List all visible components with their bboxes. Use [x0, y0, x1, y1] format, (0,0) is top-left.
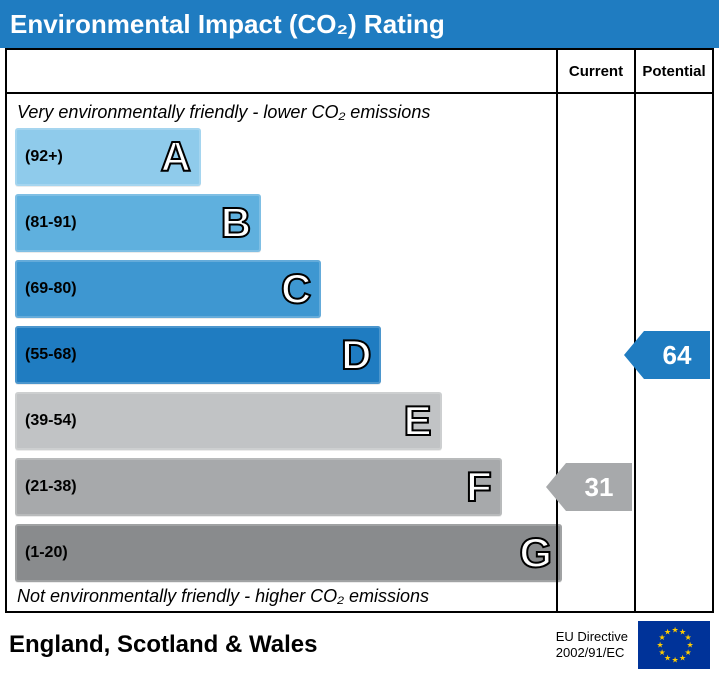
bands-area: Very environmentally friendly - lower CO… [7, 94, 554, 611]
band-c: (69-80) C [15, 260, 321, 318]
band-b: (81-91) B [15, 194, 261, 252]
band-letter-g: G [519, 529, 552, 577]
bands-container: (92+) A (81-91) B (69-80) C (55-68) D (39-54) E (2… [7, 128, 554, 577]
band-a: (92+) A [15, 128, 201, 186]
band-letter-f: F [466, 463, 492, 511]
eu-star-icon: ★ [684, 635, 689, 640]
chart-frame: Current Potential Very environmentally f… [5, 48, 714, 613]
eu-star-icon: ★ [672, 658, 677, 663]
band-row-f: (21-38) F [15, 458, 502, 516]
header-spacer [7, 50, 556, 92]
band-row-g: (1-20) G [15, 524, 562, 582]
eu-star-icon: ★ [659, 635, 664, 640]
band-letter-c: C [281, 265, 311, 313]
column-header-current: Current [556, 50, 634, 92]
eu-star-icon: ★ [672, 628, 677, 633]
current-value-column: 31 [556, 94, 634, 611]
current-rating-marker-value: 31 [566, 463, 632, 511]
potential-value-column: 64 [634, 94, 712, 611]
potential-rating-marker: 64 [644, 331, 710, 379]
chart-body: Very environmentally friendly - lower CO… [7, 94, 712, 611]
band-letter-d: D [341, 331, 371, 379]
band-range-g: (1-20) [15, 544, 68, 562]
band-row-a: (92+) A [15, 128, 201, 186]
band-f: (21-38) F [15, 458, 502, 516]
eu-star-icon: ★ [664, 630, 669, 635]
scale-label-bottom: Not environmentally friendly - higher CO… [7, 580, 439, 611]
chart-footer: England, Scotland & Wales EU Directive 2… [5, 615, 714, 675]
chart-title: Environmental Impact (CO₂) Rating [10, 9, 445, 40]
band-letter-e: E [404, 397, 432, 445]
current-rating-marker: 31 [566, 463, 632, 511]
band-range-a: (92+) [15, 148, 63, 166]
column-headers: Current Potential [7, 50, 712, 94]
band-d: (55-68) D [15, 326, 381, 384]
directive-line-1: EU Directive [556, 629, 628, 645]
epc-rating-chart: Environmental Impact (CO₂) Rating Curren… [0, 0, 719, 675]
band-range-f: (21-38) [15, 478, 77, 496]
band-row-c: (69-80) C [15, 260, 321, 318]
eu-star-icon: ★ [659, 650, 664, 655]
eu-star-ring: ★★★★★★★★★★★★ [656, 627, 692, 663]
potential-rating-marker-value: 64 [644, 331, 710, 379]
eu-flag-icon: ★★★★★★★★★★★★ [638, 621, 710, 669]
band-range-b: (81-91) [15, 214, 77, 232]
eu-directive-label: EU Directive 2002/91/EC [556, 629, 628, 660]
band-letter-b: B [221, 199, 251, 247]
band-row-b: (81-91) B [15, 194, 261, 252]
chart-title-bar: Environmental Impact (CO₂) Rating [0, 0, 719, 48]
band-range-c: (69-80) [15, 280, 77, 298]
eu-star-icon: ★ [679, 630, 684, 635]
band-e: (39-54) E [15, 392, 442, 450]
band-range-d: (55-68) [15, 346, 77, 364]
band-range-e: (39-54) [15, 412, 77, 430]
directive-line-2: 2002/91/EC [556, 645, 628, 661]
eu-star-icon: ★ [657, 643, 662, 648]
band-letter-a: A [161, 133, 191, 181]
band-row-d: (55-68) D [15, 326, 381, 384]
scale-label-top: Very environmentally friendly - lower CO… [7, 100, 554, 129]
band-g: (1-20) G [15, 524, 562, 582]
column-header-potential: Potential [634, 50, 712, 92]
eu-star-icon: ★ [679, 655, 684, 660]
band-row-e: (39-54) E [15, 392, 442, 450]
region-label: England, Scotland & Wales [9, 631, 556, 659]
eu-star-icon: ★ [687, 643, 692, 648]
